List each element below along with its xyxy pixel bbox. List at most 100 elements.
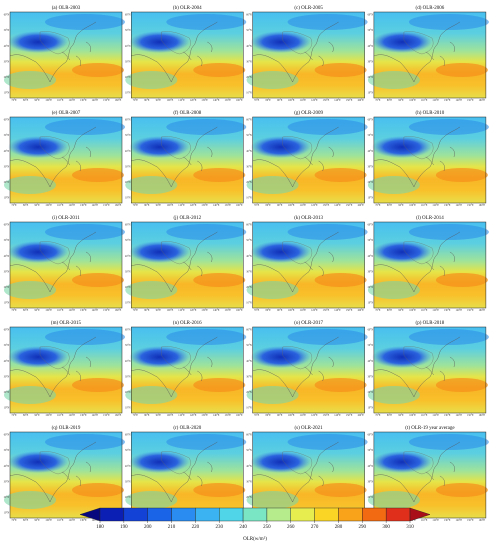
lat-label: 30°N <box>125 480 131 483</box>
lon-label: 100°E <box>45 414 52 417</box>
lon-label: 160°E <box>115 309 122 312</box>
lat-label: 10°N <box>368 407 374 410</box>
lat-label: 40°N <box>4 255 10 258</box>
lon-label: 110°E <box>57 519 64 522</box>
lon-label: 150°E <box>103 309 110 312</box>
map-panel: (e) OLR-2007 60°N 50°N 40°N 30°N 20°N 10°N 70°E… <box>4 111 126 207</box>
lat-label: 60°N <box>246 224 252 227</box>
lat-label: 40°N <box>368 150 374 153</box>
lon-label: 120°E <box>190 309 197 312</box>
lat-label: 20°N <box>4 391 10 394</box>
panel-title: (t) OLR-19 year average <box>405 426 455 431</box>
lon-label: 160°E <box>115 414 122 417</box>
olr-map <box>3 326 126 414</box>
colorbar-tick-label: 290 <box>359 525 367 530</box>
map-panel: (c) OLR-2005 60°N 50°N 40°N 30°N 20°N 10°N 70°E… <box>246 6 368 102</box>
lat-label: 10°N <box>368 92 374 95</box>
olr-map <box>367 11 490 99</box>
lat-label: 60°N <box>4 14 10 17</box>
lat-label: 20°N <box>368 496 374 499</box>
colorbar-tick-label: 250 <box>263 525 271 530</box>
lon-label: 90°E <box>277 204 283 207</box>
lon-label: 110°E <box>421 519 428 522</box>
map-panel: (k) OLR-2013 60°N 50°N 40°N 30°N 20°N 10°N 70°E… <box>246 216 368 312</box>
colorbar-segment <box>266 507 291 522</box>
lon-label: 120°E <box>69 204 76 207</box>
lat-label: 20°N <box>368 286 374 289</box>
lon-label: 160°E <box>115 99 122 102</box>
lon-label: 120°E <box>311 204 318 207</box>
lon-label: 90°E <box>398 204 404 207</box>
lat-label: 10°N <box>4 302 10 305</box>
lat-label: 30°N <box>368 270 374 273</box>
lon-label: 120°E <box>432 414 439 417</box>
olr-map <box>246 116 368 204</box>
panel-title: (a) OLR-2003 <box>52 6 81 11</box>
lon-label: 150°E <box>103 204 110 207</box>
colorbar-tick-label: 220 <box>192 525 200 530</box>
lon-label: 80°E <box>387 204 393 207</box>
lon-label: 120°E <box>190 99 197 102</box>
colorbar-tick-label: 240 <box>239 525 247 530</box>
lat-label: 20°N <box>246 286 252 289</box>
lon-label: 80°E <box>144 309 150 312</box>
olr-map <box>125 431 247 519</box>
lon-label: 140°E <box>456 204 463 207</box>
lon-label: 80°E <box>266 414 272 417</box>
lon-label: 100°E <box>45 99 52 102</box>
panel-title: (i) OLR-2011 <box>52 216 80 221</box>
lat-label: 40°N <box>125 45 131 48</box>
lon-label: 70°E <box>375 414 381 417</box>
lat-label: 10°N <box>125 302 131 305</box>
lat-label: 40°N <box>125 255 131 258</box>
map-panel: (f) OLR-2008 60°N 50°N 40°N 30°N 20°N 10°N 70°E… <box>125 111 247 207</box>
lon-label: 120°E <box>432 519 439 522</box>
lon-label: 160°E <box>236 204 243 207</box>
lon-label: 110°E <box>57 414 64 417</box>
lon-label: 110°E <box>57 99 64 102</box>
olr-map <box>125 221 247 309</box>
colorbar-tick-label: 190 <box>120 525 128 530</box>
lon-label: 150°E <box>224 309 231 312</box>
lon-label: 140°E <box>334 309 341 312</box>
lon-label: 70°E <box>254 204 260 207</box>
lon-label: 130°E <box>80 204 87 207</box>
lat-label: 30°N <box>4 270 10 273</box>
map-panel: (g) OLR-2009 60°N 50°N 40°N 30°N 20°N 10°N 70°E… <box>246 111 368 207</box>
lat-label: 20°N <box>246 76 252 79</box>
map-panel: (q) OLR-2019 60°N 50°N 40°N 30°N 20°N 10°N 70°E… <box>4 426 126 522</box>
lon-label: 100°E <box>409 309 416 312</box>
lon-label: 90°E <box>277 309 283 312</box>
panel-title: (l) OLR-2014 <box>416 216 444 221</box>
lon-label: 110°E <box>178 99 185 102</box>
lon-label: 130°E <box>80 99 87 102</box>
olr-map <box>246 431 368 519</box>
lat-label: 20°N <box>4 286 10 289</box>
lat-label: 40°N <box>125 360 131 363</box>
panel-title: (k) OLR-2013 <box>294 216 323 221</box>
lon-label: 130°E <box>323 414 330 417</box>
colorbar-tick-label: 200 <box>144 525 152 530</box>
map-panel: (j) OLR-2012 60°N 50°N 40°N 30°N 20°N 10°N 70°E… <box>125 216 247 312</box>
lon-label: 150°E <box>103 99 110 102</box>
lon-label: 130°E <box>201 309 208 312</box>
lat-label: 20°N <box>125 496 131 499</box>
colorbar-segment <box>195 507 220 522</box>
lon-label: 150°E <box>467 309 474 312</box>
lon-label: 160°E <box>479 309 486 312</box>
lon-label: 140°E <box>334 99 341 102</box>
lat-label: 60°N <box>246 119 252 122</box>
lon-label: 90°E <box>398 309 404 312</box>
olr-map <box>125 116 247 204</box>
lat-label: 50°N <box>4 239 10 242</box>
lat-label: 20°N <box>368 391 374 394</box>
lon-label: 70°E <box>254 309 260 312</box>
lat-label: 40°N <box>246 465 252 468</box>
lat-label: 30°N <box>368 375 374 378</box>
map-panel: (r) OLR-202060°N50°N40°N30°N20°N10°N70°E… <box>125 426 247 522</box>
lon-label: 110°E <box>57 204 64 207</box>
lat-label: 50°N <box>368 344 374 347</box>
lat-label: 40°N <box>368 45 374 48</box>
lon-label: 140°E <box>92 414 99 417</box>
lat-label: 40°N <box>4 360 10 363</box>
